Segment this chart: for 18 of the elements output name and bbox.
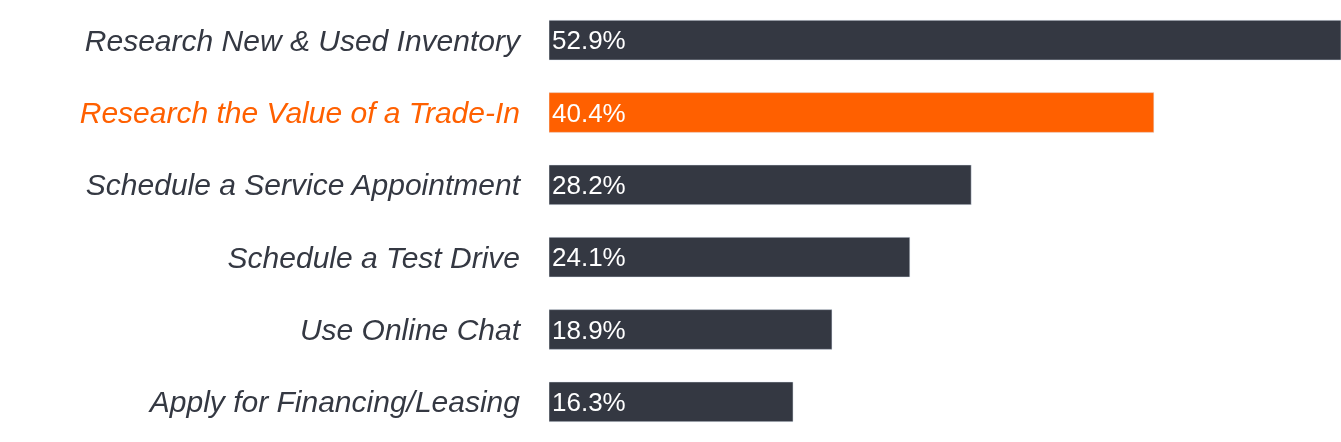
data-label: 28.2%	[552, 169, 626, 200]
y-tick-label: Research the Value of a Trade-In	[79, 96, 520, 129]
data-label: 24.1%	[552, 242, 626, 273]
y-tick-label: Schedule a Test Drive	[227, 240, 520, 274]
bar	[549, 237, 911, 278]
data-label: 18.9%	[552, 314, 626, 345]
y-tick-label: Use Online Chat	[299, 313, 522, 346]
bar	[549, 381, 794, 422]
y-tick-label: Schedule a Service Appointment	[85, 168, 522, 202]
bar	[549, 164, 972, 205]
data-label: 40.4%	[552, 97, 626, 128]
data-label: 52.9%	[552, 25, 626, 56]
bar	[549, 92, 1155, 133]
bar	[549, 309, 833, 350]
y-tick-label: Research New & Used Inventory	[84, 23, 522, 57]
data-label: 16.3%	[552, 386, 626, 417]
bar	[549, 20, 1341, 61]
y-tick-label: Apply for Financing/Leasing	[147, 385, 521, 419]
